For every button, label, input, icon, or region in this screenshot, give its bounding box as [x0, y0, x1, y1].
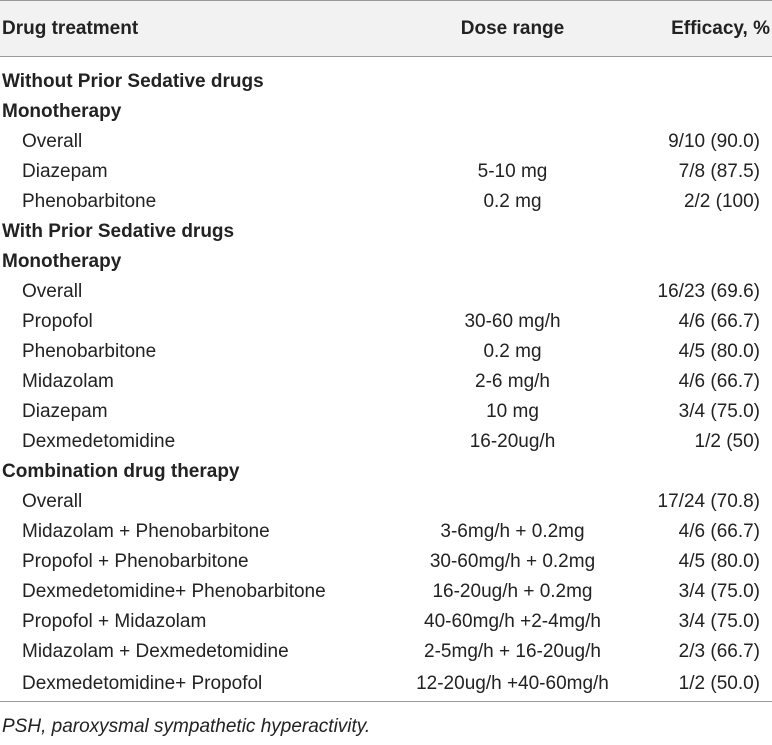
dose-range-cell: 5-10 mg — [477, 160, 548, 182]
table-row: Dexmedetomidine 16-20ug/h 1/2 (50) — [0, 427, 772, 457]
dose-range-cell: 12-20ug/h +40-60mg/h — [405, 666, 620, 702]
table-row: Phenobarbitone 0.2 mg 4/5 (80.0) — [0, 337, 772, 367]
table-row: Overall 16/23 (69.6) — [0, 277, 772, 307]
efficacy-cell: 2/3 (66.7) — [678, 640, 760, 662]
efficacy-cell: 1/2 (50) — [694, 430, 760, 452]
drug-name-cell: Midazolam + Dexmedetomidine — [22, 640, 289, 662]
dose-range-cell: 16-20ug/h — [469, 430, 556, 452]
table-row: Overall 17/24 (70.8) — [0, 487, 772, 517]
drug-name-cell: Propofol + Phenobarbitone — [22, 550, 249, 572]
dose-range-cell: 0.2 mg — [483, 190, 542, 212]
drug-name-cell: Phenobarbitone — [22, 190, 157, 212]
table-row: Phenobarbitone 0.2 mg 2/2 (100) — [0, 187, 772, 217]
section-row: Monotherapy — [0, 97, 772, 127]
efficacy-cell: 17/24 (70.8) — [657, 490, 760, 512]
dose-range-cell: 2-5mg/h + 16-20ug/h — [424, 640, 601, 662]
efficacy-cell: 4/6 (66.7) — [678, 520, 760, 542]
efficacy-cell: 3/4 (75.0) — [678, 610, 760, 632]
drug-name-cell: Diazepam — [22, 400, 108, 422]
drug-name-cell: Midazolam — [22, 370, 114, 392]
table-row: Propofol 30-60 mg/h 4/6 (66.7) — [0, 307, 772, 337]
header-efficacy: Efficacy, % — [620, 0, 772, 57]
section-label: With Prior Sedative drugs — [2, 220, 235, 242]
table-row: Dexmedetomidine+ Phenobarbitone 16-20ug/h… — [0, 577, 772, 607]
table-row: Midazolam 2-6 mg/h 4/6 (66.7) — [0, 367, 772, 397]
section-row: Without Prior Sedative drugs — [0, 57, 772, 97]
dose-range-cell: 10 mg — [486, 400, 539, 422]
section-row: With Prior Sedative drugs — [0, 217, 772, 247]
drug-name-cell: Diazepam — [22, 160, 108, 182]
drug-name-cell: Overall — [22, 130, 83, 152]
dose-range-cell — [405, 277, 620, 307]
efficacy-cell: 1/2 (50.0) — [620, 666, 772, 702]
table-row: Propofol + Midazolam 40-60mg/h +2-4mg/h 3/… — [0, 607, 772, 637]
efficacy-cell: 16/23 (69.6) — [657, 280, 760, 302]
dose-range-cell: 16-20ug/h + 0.2mg — [432, 580, 593, 602]
dose-range-cell: 40-60mg/h +2-4mg/h — [424, 610, 601, 632]
efficacy-cell: 3/4 (75.0) — [678, 400, 760, 422]
table-row: Diazepam 10 mg 3/4 (75.0) — [0, 397, 772, 427]
drug-name-cell: Propofol + Midazolam — [22, 610, 207, 632]
drug-name-cell: Phenobarbitone — [22, 340, 157, 362]
drug-efficacy-table: Drug treatment Dose range Efficacy, % Wi… — [0, 0, 772, 702]
section-label: Combination drug therapy — [2, 460, 240, 482]
dose-range-cell: 2-6 mg/h — [475, 370, 550, 392]
efficacy-cell: 4/6 (66.7) — [678, 370, 760, 392]
drug-name-cell: Propofol — [22, 310, 93, 332]
table-row: Midazolam + Phenobarbitone 3-6mg/h + 0.2m… — [0, 517, 772, 547]
section-row: Combination drug therapy — [0, 457, 772, 487]
header-drug-treatment: Drug treatment — [0, 0, 405, 57]
table-row: Overall 9/10 (90.0) — [0, 127, 772, 157]
dose-range-cell — [405, 127, 620, 157]
table-row: Dexmedetomidine+ Propofol 12-20ug/h +40-6… — [0, 666, 772, 702]
table-header-row: Drug treatment Dose range Efficacy, % — [0, 0, 772, 57]
efficacy-cell: 3/4 (75.0) — [678, 580, 760, 602]
table-row: Diazepam 5-10 mg 7/8 (87.5) — [0, 157, 772, 187]
drug-name-cell: Overall — [22, 490, 83, 512]
section-row: Monotherapy — [0, 247, 772, 277]
section-label: Monotherapy — [2, 250, 122, 272]
drug-name-cell: Dexmedetomidine — [22, 430, 176, 452]
table-footnote: PSH, paroxysmal sympathetic hyperactivit… — [2, 715, 371, 737]
efficacy-cell: 4/5 (80.0) — [678, 550, 760, 572]
dose-range-cell — [405, 487, 620, 517]
efficacy-cell: 9/10 (90.0) — [668, 130, 760, 152]
table-body: Without Prior Sedative drugs Monotherapy O… — [0, 57, 772, 702]
efficacy-cell: 4/6 (66.7) — [678, 310, 760, 332]
drug-name-cell: Overall — [22, 280, 83, 302]
table-row: Propofol + Phenobarbitone 30-60mg/h + 0.2… — [0, 547, 772, 577]
dose-range-cell: 3-6mg/h + 0.2mg — [440, 520, 585, 542]
efficacy-cell: 7/8 (87.5) — [678, 160, 760, 182]
table-row: Midazolam + Dexmedetomidine 2-5mg/h + 16-… — [0, 637, 772, 667]
efficacy-cell: 4/5 (80.0) — [678, 340, 760, 362]
dose-range-cell: 30-60 mg/h — [464, 310, 561, 332]
dose-range-cell: 30-60mg/h + 0.2mg — [429, 550, 596, 572]
drug-name-cell: Midazolam + Phenobarbitone — [22, 520, 270, 542]
dose-range-cell: 0.2 mg — [483, 340, 542, 362]
drug-name-cell: Dexmedetomidine+ Propofol — [0, 666, 405, 702]
section-label: Without Prior Sedative drugs — [2, 70, 264, 92]
section-label: Monotherapy — [2, 100, 122, 122]
drug-name-cell: Dexmedetomidine+ Phenobarbitone — [22, 580, 326, 602]
efficacy-cell: 2/2 (100) — [683, 190, 760, 212]
header-dose-range: Dose range — [405, 0, 620, 57]
